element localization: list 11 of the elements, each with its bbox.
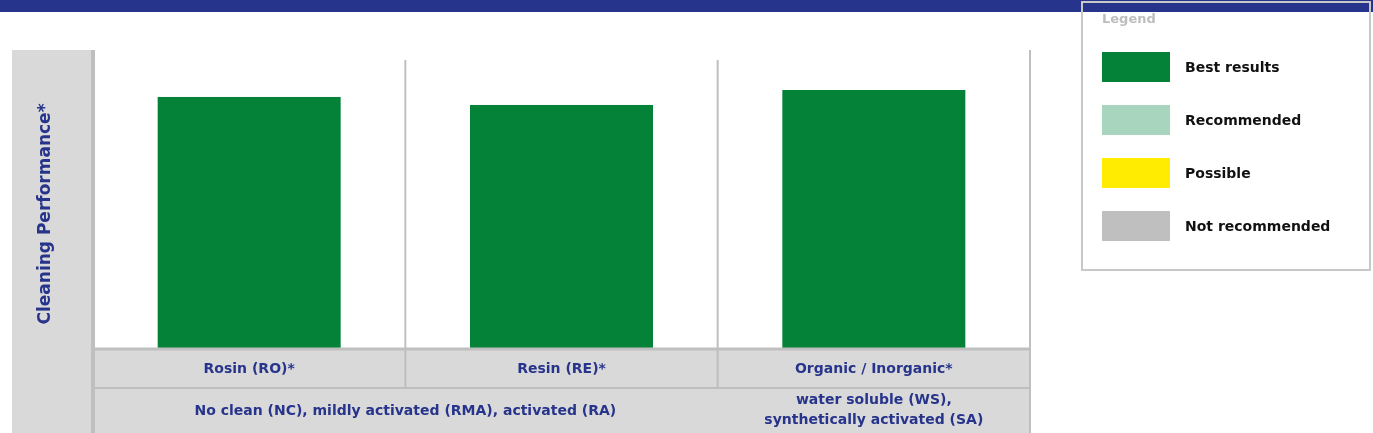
x-tick-label: Rosin (RO)*: [203, 360, 296, 376]
legend-title: Legend: [1102, 11, 1156, 26]
text: water soluble (WS), synthetically activated (SA): [764, 391, 984, 427]
x-tick-label: Organic / Inorganic*: [794, 360, 954, 376]
x-tick-label: Resin (RE)*: [517, 360, 607, 376]
y-axis-title: Cleaning Performance*: [34, 103, 54, 325]
text: No clean (NC), mildly activated (RMA), activated (RA): [194, 402, 617, 418]
legend-label: Recommended: [1185, 112, 1302, 128]
legend-label: Not recommended: [1185, 218, 1331, 234]
legend-label: Best results: [1185, 59, 1280, 75]
legend-label: Possible: [1185, 165, 1251, 181]
